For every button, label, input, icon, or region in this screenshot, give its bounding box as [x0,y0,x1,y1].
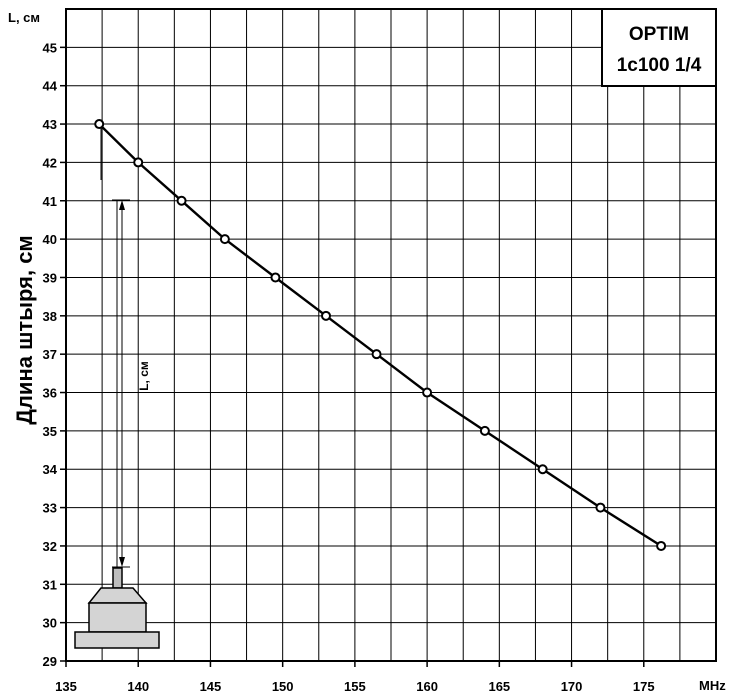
y-tick-label: 36 [43,386,57,401]
plot-frame [65,8,717,662]
data-point [219,234,230,245]
data-point [656,540,667,551]
y-tick-label: 43 [43,117,57,132]
x-tick-label: 165 [488,679,510,694]
y-tick-label: 34 [43,462,58,477]
x-tick-label: 175 [633,679,655,694]
x-tick-labels: 135 140 145 150 155 160 165 170 175 [55,661,655,694]
chart-subtitle: 1c100 1/4 [617,55,702,76]
y-tick-label: 29 [43,654,57,669]
x-tick-label: 140 [127,679,149,694]
antenna-illustration: L, см [74,125,160,649]
y-tick-label: 42 [43,155,57,170]
y-tick-label: 41 [43,194,57,209]
grid [66,9,716,661]
y-unit-label: L, см [8,10,40,25]
antenna-base-top [87,587,148,604]
data-point [479,425,490,436]
x-tick-label: 160 [416,679,438,694]
x-tick-label: 135 [55,679,77,694]
y-tick-label: 37 [43,347,57,362]
data-point [94,119,105,130]
y-tick-label: 35 [43,424,57,439]
data-point [321,310,331,321]
dimension-arrow-top [119,200,125,210]
series [94,119,667,551]
x-tick-label: 145 [200,679,222,694]
y-axis-label: Длина штыря, см [12,235,37,424]
y-tick-label: 40 [43,232,57,247]
data-point [422,387,433,398]
data-point [176,195,187,206]
data-point [270,272,281,283]
series-line [98,123,662,547]
y-tick-label: 32 [43,539,57,554]
dimension-arrow-bottom [119,557,125,567]
data-point [595,502,606,513]
x-tick-label: 170 [561,679,583,694]
y-tick-label: 45 [43,40,57,55]
y-tick-label: 33 [43,501,57,516]
chart-title: OPTIM [629,24,689,45]
y-tick-labels: 29 30 31 32 33 34 35 36 37 38 39 40 41 42 43 44 45 [43,40,66,669]
y-tick-label: 38 [43,309,57,324]
antenna-base-body [88,602,147,633]
x-tick-label: 150 [272,679,294,694]
y-tick-label: 30 [43,616,57,631]
dimension-label: L, см [137,361,151,391]
title-box: OPTIM 1c100 1/4 [601,8,717,87]
data-point [133,157,144,168]
x-unit-label: MHz [699,678,726,693]
y-tick-label: 44 [43,79,58,94]
data-point [537,464,548,475]
y-tick-label: 31 [43,577,57,592]
data-point [371,349,382,360]
title-box-frame [601,8,717,87]
y-tick-label: 39 [43,270,57,285]
antenna-connector [112,567,123,589]
antenna-base-plate [74,631,160,649]
x-tick-label: 155 [344,679,366,694]
